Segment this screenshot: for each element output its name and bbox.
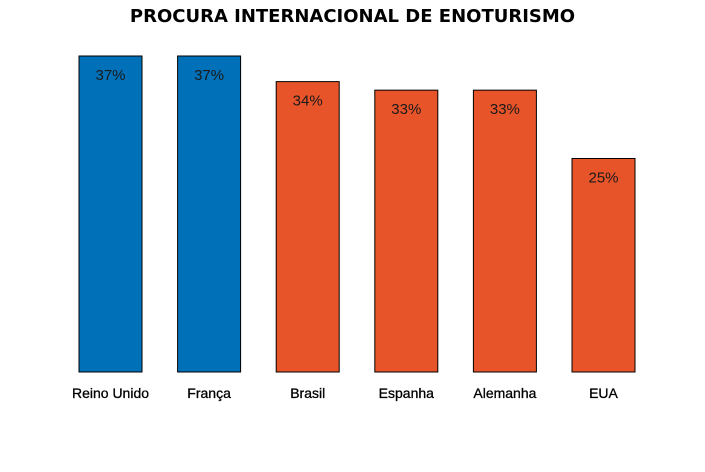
bar-value-label-5: 25%: [588, 169, 618, 186]
category-label-4: Alemanha: [473, 385, 536, 401]
bar-value-label-3: 33%: [391, 101, 421, 118]
bar-2: [275, 81, 340, 373]
bar-1: [177, 55, 242, 373]
bar-value-label-4: 33%: [490, 101, 520, 118]
bar-0: [78, 55, 143, 373]
chart-title: PROCURA INTERNACIONAL DE ENOTURISMO: [129, 6, 576, 27]
category-label-1: França: [187, 385, 231, 401]
bar-4: [472, 89, 537, 373]
category-label-2: Brasil: [290, 385, 325, 401]
bar-value-label-1: 37%: [194, 67, 224, 84]
bar-value-label-2: 34%: [293, 93, 323, 110]
bar-5: [571, 157, 636, 373]
bar-value-label-0: 37%: [95, 67, 125, 84]
category-label-5: EUA: [589, 385, 618, 401]
bar-3: [374, 89, 439, 373]
category-label-0: Reino Unido: [72, 385, 149, 401]
category-label-3: Espanha: [379, 385, 434, 401]
